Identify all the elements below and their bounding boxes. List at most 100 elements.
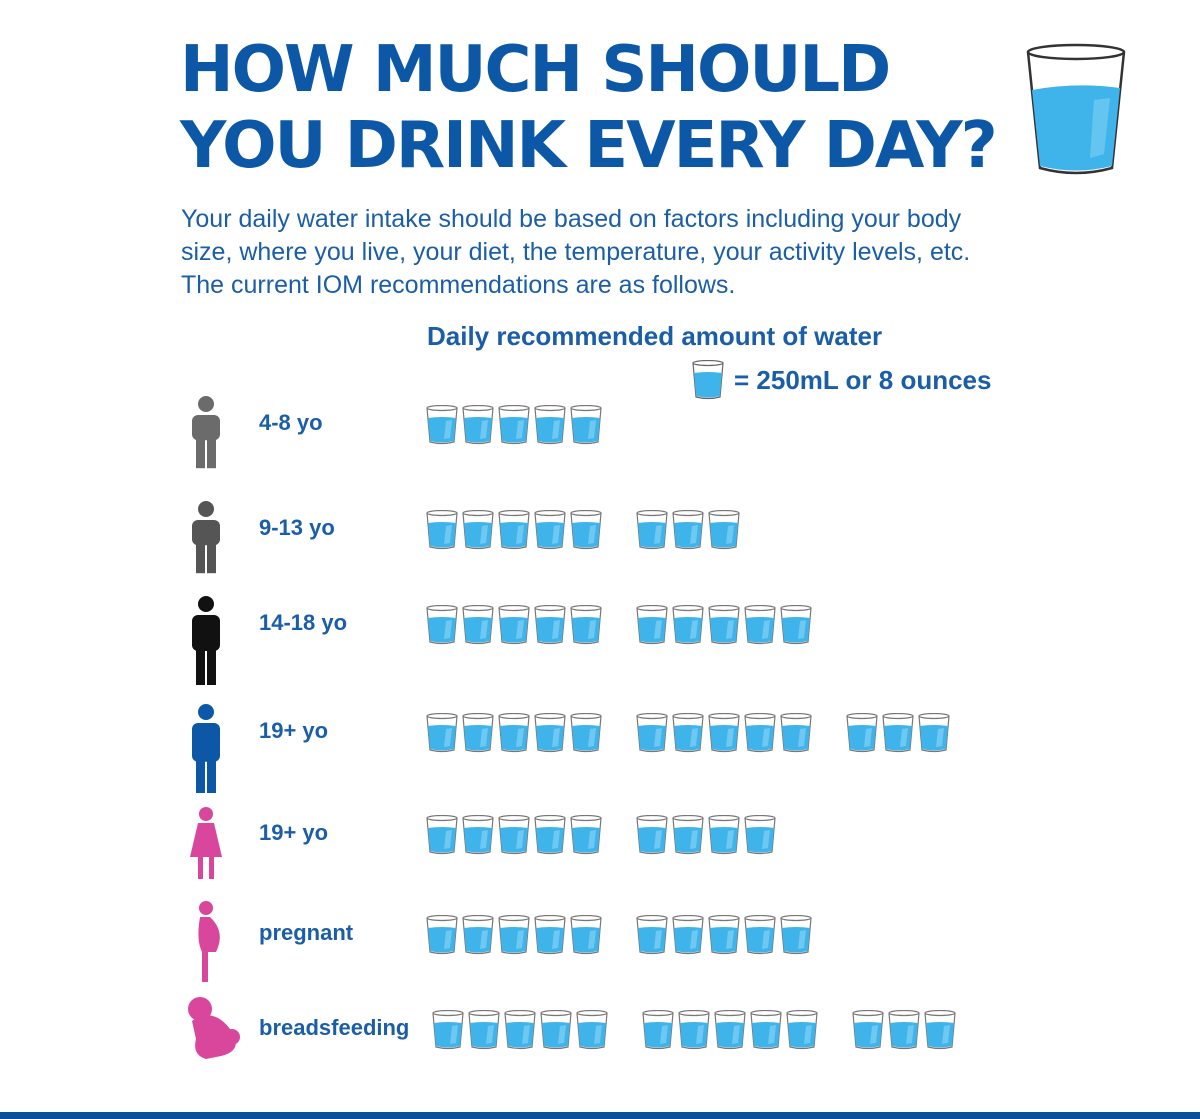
- glass-mark: [426, 815, 458, 855]
- chart-row: 14-18 yo: [0, 596, 1200, 691]
- category-label: pregnant: [259, 920, 354, 945]
- water-glass-icon: [1026, 43, 1126, 175]
- glass-mark: [636, 713, 668, 753]
- title-line-2: YOU DRINK EVERY DAY?: [180, 109, 998, 183]
- footer-bar: [0, 1112, 1200, 1119]
- glass-mark: [852, 1010, 884, 1050]
- glass-mark: [672, 713, 704, 753]
- glass-mark: [678, 1010, 710, 1050]
- glass-mark: [426, 510, 458, 550]
- glass-mark: [534, 510, 566, 550]
- glass-mark: [846, 713, 878, 753]
- glass-mark: [672, 605, 704, 645]
- glass-mark: [426, 713, 458, 753]
- glass-mark: [426, 405, 458, 445]
- glass-mark: [462, 713, 494, 753]
- glass-mark: [498, 405, 530, 445]
- chart-row: 4-8 yo: [0, 396, 1200, 490]
- chart-row: breadsfeeding: [0, 997, 1200, 1095]
- glass-mark: [744, 713, 776, 753]
- glass-mark: [786, 1010, 818, 1050]
- glass-mark: [708, 713, 740, 753]
- pregnant-woman-icon: [186, 900, 246, 995]
- teen-icon: [186, 595, 246, 691]
- glass-mark: [426, 915, 458, 955]
- glass-mark: [462, 405, 494, 445]
- glass-mark: [534, 405, 566, 445]
- glass-mark: [636, 915, 668, 955]
- glass-mark: [426, 605, 458, 645]
- glass-mark: [462, 510, 494, 550]
- category-label: 19+ yo: [259, 718, 329, 743]
- chart-row: 19+ yo: [0, 807, 1200, 900]
- man-icon: [186, 703, 246, 805]
- glass-mark: [498, 815, 530, 855]
- category-label: 19+ yo: [259, 820, 329, 845]
- glass-mark: [570, 915, 602, 955]
- glass-mark: [498, 915, 530, 955]
- glass-mark: [498, 510, 530, 550]
- intro-text: Your daily water intake should be based …: [181, 205, 971, 299]
- chart-row: pregnant: [0, 901, 1200, 1000]
- glass-mark: [750, 1010, 782, 1050]
- glass-mark: [780, 915, 812, 955]
- glass-mark: [498, 713, 530, 753]
- glass-mark: [570, 510, 602, 550]
- glass-mark: [924, 1010, 956, 1050]
- glass-mark: [498, 605, 530, 645]
- glass-mark: [534, 605, 566, 645]
- page-title: HOW MUCH SHOULD YOU DRINK EVERY DAY?: [180, 32, 998, 184]
- glass-mark: [708, 915, 740, 955]
- chart-row: 19+ yo: [0, 704, 1200, 805]
- glass-mark: [672, 510, 704, 550]
- category-label: breadsfeeding: [259, 1015, 410, 1040]
- glass-mark: [672, 815, 704, 855]
- glass-mark: [570, 405, 602, 445]
- glass-mark: [504, 1010, 536, 1050]
- title-line-1: HOW MUCH SHOULD: [180, 33, 891, 107]
- category-label: 9-13 yo: [259, 515, 335, 540]
- child-icon: [186, 395, 246, 490]
- glass-mark: [462, 815, 494, 855]
- child-icon: [186, 500, 246, 595]
- glass-mark: [540, 1010, 572, 1050]
- category-label: 4-8 yo: [259, 410, 323, 435]
- glass-mark: [576, 1010, 608, 1050]
- glass-mark: [744, 605, 776, 645]
- glass-icon: [692, 360, 724, 400]
- glass-mark: [570, 605, 602, 645]
- glass-mark: [462, 605, 494, 645]
- glass-mark: [708, 815, 740, 855]
- glass-mark: [462, 915, 494, 955]
- chart-title: Daily recommended amount of water: [427, 321, 883, 351]
- glass-mark: [918, 713, 950, 753]
- glass-mark: [708, 510, 740, 550]
- glass-mark: [744, 915, 776, 955]
- glass-mark: [636, 815, 668, 855]
- glass-mark: [780, 713, 812, 753]
- chart-row: 9-13 yo: [0, 501, 1200, 595]
- glass-mark: [780, 605, 812, 645]
- glass-mark: [570, 815, 602, 855]
- legend: = 250mL or 8 ounces: [692, 360, 991, 400]
- category-label: 14-18 yo: [259, 610, 348, 635]
- glass-mark: [534, 915, 566, 955]
- glass-mark: [882, 713, 914, 753]
- glass-mark: [636, 605, 668, 645]
- glass-mark: [714, 1010, 746, 1050]
- legend-text: = 250mL or 8 ounces: [734, 364, 992, 395]
- glass-mark: [534, 815, 566, 855]
- glass-mark: [432, 1010, 464, 1050]
- glass-mark: [888, 1010, 920, 1050]
- glass-mark: [642, 1010, 674, 1050]
- glass-mark: [570, 713, 602, 753]
- glass-mark: [672, 915, 704, 955]
- glass-mark: [534, 713, 566, 753]
- glass-mark: [708, 605, 740, 645]
- glass-mark: [636, 510, 668, 550]
- glass-mark: [468, 1010, 500, 1050]
- glass-mark: [744, 815, 776, 855]
- woman-icon: [186, 805, 246, 900]
- breastfeeding-woman-icon: [186, 995, 246, 1090]
